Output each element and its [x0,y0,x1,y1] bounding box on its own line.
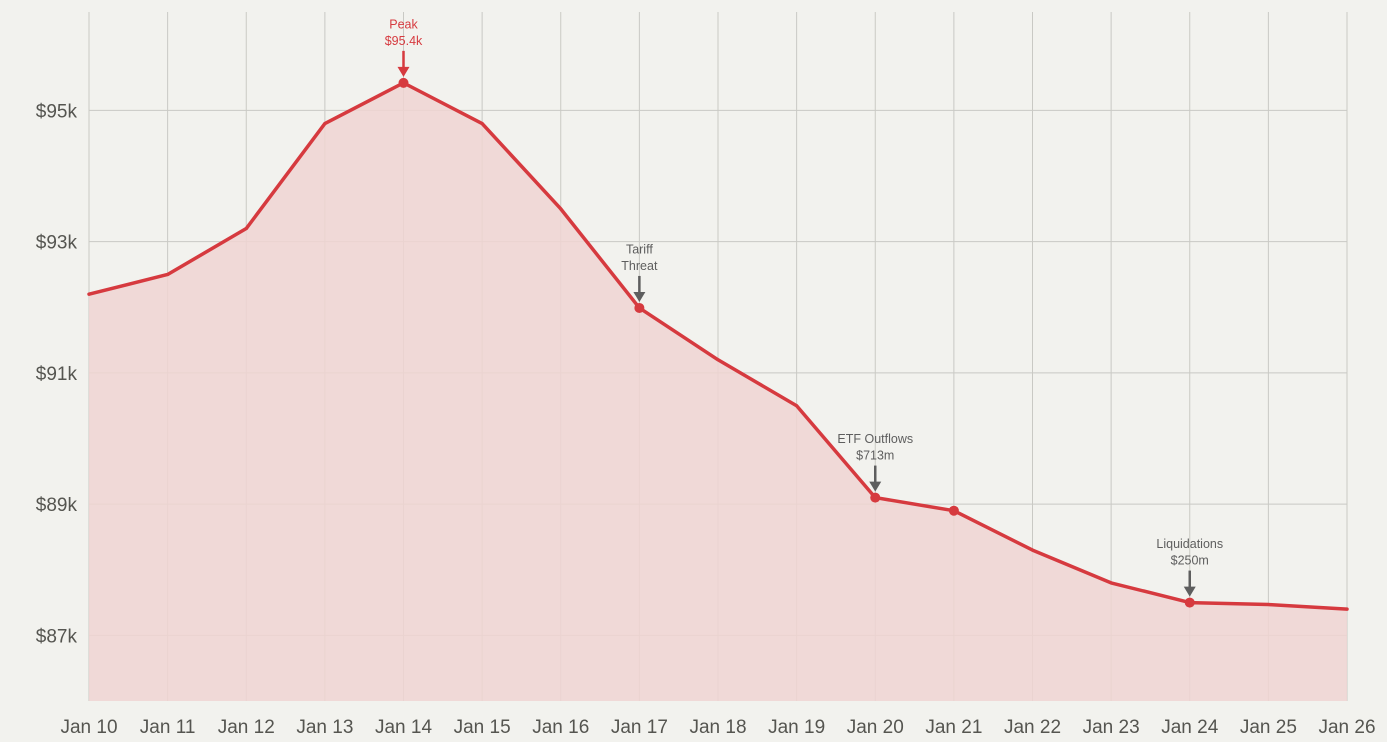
price-line-layer [87,81,1349,611]
x-axis-ticks: Jan 10 Jan 11 Jan 12 Jan 13 Jan 14 Jan 15 Jan … [60,717,1375,738]
x-tick-label: Jan 15 [454,717,511,738]
y-tick-label: $95k [36,101,78,122]
annotation-label: ETF Outflows [837,432,913,446]
x-tick-label: Jan 22 [1004,717,1061,738]
price-area-fill [89,82,1347,701]
y-tick-label: $89k [36,495,78,516]
event-marker [948,505,959,516]
annotation-label: $250m [1171,554,1209,568]
event-marker [870,492,881,503]
x-tick-label: Jan 21 [925,717,982,738]
x-tick-label: Jan 11 [140,717,196,738]
annotation-label: $95.4k [385,34,423,48]
data-point [1266,603,1270,607]
data-point [323,122,327,126]
event-marker [1184,597,1195,608]
x-tick-label: Jan 13 [296,717,353,738]
data-point [480,122,484,126]
annotation-layer: Peak $95.4k Tariff Threat ETF Outflows $713m L… [385,17,1223,597]
data-point [87,292,91,296]
annotation-label: Tariff [626,242,653,256]
data-point [1345,607,1349,611]
annotation-label: Liquidations [1156,537,1223,551]
x-tick-label: Jan 25 [1240,717,1297,738]
x-tick-label: Jan 17 [611,717,668,738]
data-point [559,207,563,211]
x-tick-label: Jan 14 [375,717,432,738]
y-tick-label: $91k [36,364,78,385]
x-tick-label: Jan 19 [768,717,825,738]
marker-layer [398,77,1195,608]
y-axis-ticks: $87k $89k $91k $93k $95k [36,101,78,647]
event-marker [398,77,409,88]
x-tick-label: Jan 18 [689,717,746,738]
x-tick-label: Jan 24 [1161,717,1218,738]
y-tick-label: $93k [36,233,78,254]
annotation-arrow-head [633,291,646,302]
annotation-label: Peak [389,17,418,31]
data-point [166,272,170,276]
x-tick-label: Jan 10 [60,717,117,738]
data-point [1109,581,1113,585]
area-fill-layer [89,82,1347,701]
x-tick-label: Jan 12 [218,717,275,738]
data-point [244,227,248,231]
data-point [1031,548,1034,552]
annotation-arrow-head [869,481,882,492]
x-tick-label: Jan 26 [1318,717,1375,738]
event-marker [634,302,645,313]
annotation-arrow-head [1183,586,1196,597]
x-tick-label: Jan 20 [847,717,904,738]
data-point [716,358,720,362]
data-point [795,404,799,408]
x-tick-label: Jan 23 [1083,717,1140,738]
y-tick-label: $87k [36,626,78,647]
x-tick-label: Jan 16 [532,717,589,738]
annotation-label: $713m [856,449,894,463]
annotation-label: Threat [621,259,658,273]
annotation-arrow-head [397,66,410,77]
